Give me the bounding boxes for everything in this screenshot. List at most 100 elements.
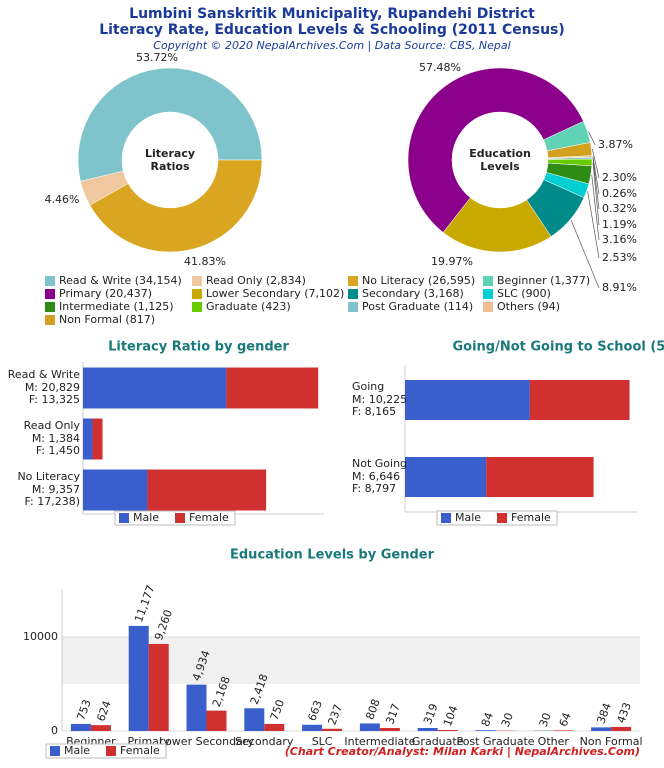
legend-swatch — [192, 276, 202, 286]
slice-label: 4.46% — [45, 193, 80, 206]
bar — [405, 380, 530, 420]
bar — [148, 643, 169, 731]
legend-label: Male — [64, 744, 90, 757]
bar — [186, 684, 207, 731]
legend-label: Read Only (2,834) — [206, 274, 306, 287]
legend-swatch — [483, 276, 493, 286]
value-label: 808 — [363, 697, 382, 721]
value-label: 663 — [306, 699, 325, 723]
bar — [147, 469, 267, 511]
bar — [417, 728, 438, 731]
legend-label: Secondary (3,168) — [362, 287, 464, 300]
category-label: Going — [352, 380, 384, 393]
slice-label: 19.97% — [431, 255, 473, 268]
bar — [475, 730, 496, 731]
credit: (Chart Creator/Analyst: Milan Karki | Ne… — [285, 745, 640, 758]
chart-title: Literacy Ratio by gender — [108, 340, 289, 355]
bar — [302, 724, 323, 731]
donut-slice — [546, 142, 593, 158]
bar — [90, 725, 111, 731]
x-tick-label: Other — [538, 735, 570, 748]
value-label: 753 — [74, 698, 93, 722]
center-label: Levels — [480, 160, 520, 173]
center-label: Education — [469, 147, 531, 160]
bar — [486, 457, 594, 497]
bar — [264, 723, 285, 731]
donut-slice — [89, 159, 263, 253]
legend-swatch — [497, 513, 507, 523]
bar — [83, 367, 227, 409]
bar — [611, 726, 632, 731]
leader-line — [591, 175, 600, 241]
legend-swatch — [175, 513, 185, 523]
slice-label: 3.87% — [598, 138, 633, 151]
legend-swatch — [45, 302, 55, 312]
legend-label: Primary (20,437) — [59, 287, 152, 300]
legend-swatch — [119, 513, 129, 523]
page-subtitle: Copyright © 2020 NepalArchives.Com | Dat… — [153, 39, 510, 52]
bar — [437, 730, 458, 731]
legend-swatch — [483, 302, 493, 312]
center-label: Literacy — [145, 147, 195, 160]
bar — [92, 418, 103, 460]
slice-label: 53.72% — [136, 51, 178, 64]
slice-label: 3.16% — [602, 233, 637, 246]
legend-label: Female — [189, 511, 229, 524]
leader-line — [587, 191, 600, 259]
x-tick-label: Non Formal — [580, 735, 643, 748]
x-tick-label: Intermediate — [344, 735, 415, 748]
slice-label: 57.48% — [419, 61, 461, 74]
bar — [359, 723, 380, 731]
legend-swatch — [348, 302, 358, 312]
slice-label: 0.26% — [602, 187, 637, 200]
page-title: Lumbini Sanskritik Municipality, Rupande… — [129, 6, 535, 22]
slice-label: 8.91% — [602, 281, 637, 294]
value-label: M: 6,646 — [352, 470, 400, 483]
bar — [244, 708, 265, 731]
bar — [206, 710, 227, 731]
donut-slice — [407, 67, 584, 233]
leader-line — [588, 131, 596, 146]
chart-title: Going/Not Going to School (5-25 years) — [452, 340, 664, 355]
value-label: M: 1,384 — [32, 432, 80, 445]
leader-line — [591, 148, 600, 179]
value-label: M: 9,357 — [32, 483, 80, 496]
value-label: F: 1,450 — [36, 444, 80, 457]
bar — [322, 728, 343, 731]
legend-swatch — [348, 289, 358, 299]
bar — [405, 457, 487, 497]
x-tick-label: Graduate — [412, 735, 464, 748]
value-label: F: 8,165 — [352, 405, 396, 418]
chart-title: Education Levels by Gender — [230, 548, 435, 563]
bar — [226, 367, 319, 409]
legend-swatch — [483, 289, 493, 299]
category-label: Not Going — [352, 457, 407, 470]
category-label: No Literacy — [17, 470, 80, 483]
value-label: 750 — [268, 698, 287, 722]
value-label: 433 — [615, 701, 634, 725]
x-tick-label: Secondary — [235, 735, 294, 748]
value-label: 104 — [441, 704, 460, 728]
slice-label: 2.30% — [602, 171, 637, 184]
value-label: 624 — [94, 699, 113, 723]
legend-label: Male — [133, 511, 159, 524]
y-tick-label: 10000 — [23, 630, 58, 643]
bar — [591, 727, 612, 731]
value-label: 64 — [557, 711, 574, 729]
value-label: M: 10,225 — [352, 393, 407, 406]
value-label: 237 — [326, 703, 345, 727]
leader-line — [592, 162, 600, 226]
value-label: F: 8,797 — [352, 482, 396, 495]
slice-label: 2.53% — [602, 251, 637, 264]
legend-label: Graduate (423) — [206, 300, 291, 313]
value-label: F: 13,325 — [29, 393, 80, 406]
legend-swatch — [348, 276, 358, 286]
x-tick-label: Post Graduate — [456, 735, 534, 748]
legend-label: Female — [511, 511, 551, 524]
legend-label: Intermediate (1,125) — [59, 300, 174, 313]
leader-line — [570, 219, 600, 289]
value-label: F: 17,238) — [25, 495, 80, 508]
value-label: 84 — [479, 711, 496, 729]
legend-swatch — [192, 289, 202, 299]
